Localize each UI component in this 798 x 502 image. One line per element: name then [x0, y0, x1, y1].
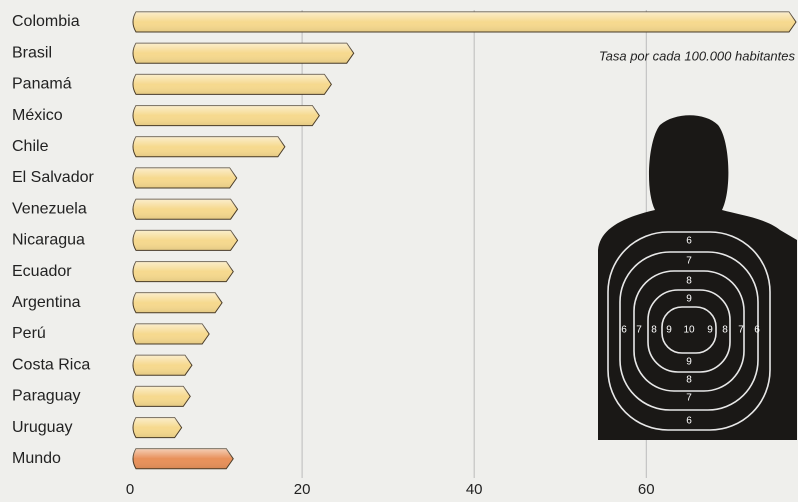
y-tick-label: Brasil [12, 44, 52, 61]
ring-label: 10 [683, 325, 695, 336]
ring-label: 7 [738, 325, 744, 336]
y-tick-label: Nicaragua [12, 232, 85, 249]
ring-label: 6 [754, 325, 760, 336]
x-tick-label: 40 [466, 481, 483, 498]
x-tick-label: 20 [294, 481, 311, 498]
bar [132, 261, 234, 283]
ring-label: 8 [686, 276, 692, 287]
y-tick-label: El Salvador [12, 169, 94, 186]
bar [132, 448, 234, 470]
bar [132, 198, 239, 220]
y-tick-label: Colombia [12, 13, 80, 30]
ring-label: 7 [686, 256, 692, 267]
x-tick-label: 60 [638, 481, 655, 498]
y-tick-label: Venezuela [12, 200, 87, 217]
ring-label: 6 [686, 416, 692, 427]
bar [132, 323, 210, 345]
bar [132, 136, 286, 158]
y-tick-label: México [12, 107, 63, 124]
ring-label: 8 [686, 375, 692, 386]
bar [132, 167, 238, 189]
bar [132, 73, 332, 95]
y-tick-label: Mundo [12, 450, 61, 467]
y-tick-label: Panamá [12, 76, 72, 93]
bar [132, 42, 355, 64]
y-tick-label: Uruguay [12, 419, 72, 436]
ring-label: 8 [651, 325, 657, 336]
annotation: Tasa por cada 100.000 habitantes [599, 48, 796, 63]
ring-label: 6 [621, 325, 627, 336]
bar [132, 417, 183, 439]
ring-label: 9 [686, 294, 692, 305]
ring-label: 9 [707, 325, 713, 336]
ring-label: 7 [686, 393, 692, 404]
x-tick-label: 0 [126, 481, 134, 498]
ring-label: 8 [722, 325, 728, 336]
y-tick-label: Paraguay [12, 388, 81, 405]
bar [132, 354, 193, 376]
ring-label: 6 [686, 236, 692, 247]
ring-label: 9 [686, 357, 692, 368]
bar [132, 229, 239, 251]
y-tick-label: Chile [12, 138, 49, 155]
y-tick-label: Argentina [12, 294, 81, 311]
bar [132, 105, 320, 127]
y-tick-label: Costa Rica [12, 356, 90, 373]
y-tick-label: Ecuador [12, 263, 72, 280]
ring-label: 9 [666, 325, 672, 336]
bar [132, 11, 797, 33]
bar [132, 292, 223, 314]
bar [132, 385, 191, 407]
ring-label: 7 [636, 325, 642, 336]
y-tick-label: Perú [12, 325, 46, 342]
